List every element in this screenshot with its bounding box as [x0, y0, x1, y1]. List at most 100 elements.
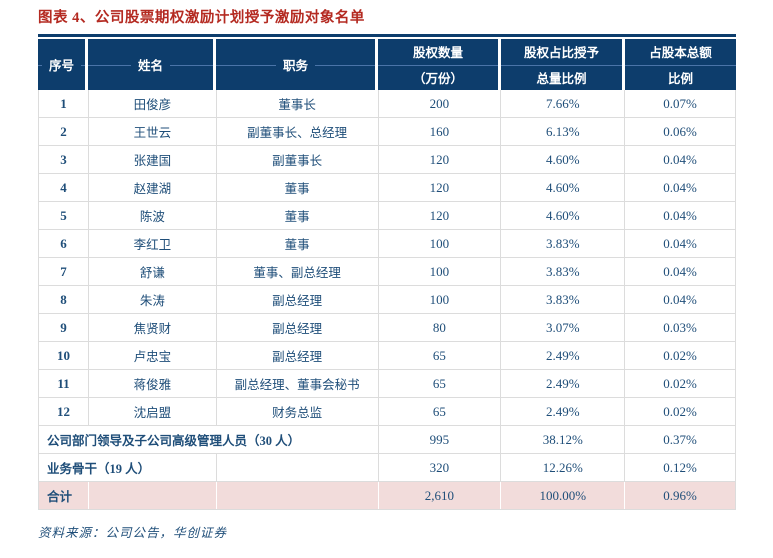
- name-cell: 李红卫: [89, 230, 217, 257]
- position-cell: 副总经理: [217, 314, 379, 341]
- capital-ratio-cell: 0.04%: [625, 230, 736, 257]
- table-row: 5 陈波 董事 120 4.60% 0.04%: [39, 202, 736, 230]
- capital-ratio-cell: 0.03%: [625, 314, 736, 341]
- index-cell: 11: [39, 370, 89, 397]
- header-capital-ratio-cell: 占股本总额 比例: [625, 39, 736, 90]
- capital-ratio-cell: 0.02%: [625, 342, 736, 369]
- grant-ratio-cell: 3.83%: [501, 230, 626, 257]
- header-quantity-cell: 股权数量 （万份）: [378, 39, 501, 90]
- table-row: 6 李红卫 董事 100 3.83% 0.04%: [39, 230, 736, 258]
- quantity-cell: 65: [379, 370, 502, 397]
- grant-ratio-cell: 2.49%: [501, 342, 626, 369]
- quantity-cell: 100: [379, 286, 502, 313]
- group-row: 公司部门领导及子公司高级管理人员（30 人） 995 38.12% 0.37%: [39, 426, 737, 454]
- position-cell: 副董事长、总经理: [217, 118, 379, 145]
- capital-ratio-cell: 0.12%: [625, 454, 737, 481]
- index-cell: 2: [39, 118, 89, 145]
- capital-ratio-cell: 0.07%: [625, 90, 736, 117]
- table-header-row: 序号 姓名 职务 股权数量 （万份） 股权占比授予 总量比例 占股本总额 比例: [38, 39, 736, 90]
- name-cell: 舒谦: [89, 258, 217, 285]
- grant-ratio-cell: 6.13%: [501, 118, 626, 145]
- capital-ratio-cell: 0.02%: [625, 370, 736, 397]
- position-cell: 财务总监: [217, 398, 379, 425]
- header-name-cell: 姓名: [88, 39, 216, 90]
- table-row: 7 舒谦 董事、副总经理 100 3.83% 0.04%: [39, 258, 736, 286]
- header-grant-ratio-cell: 股权占比授予 总量比例: [501, 39, 625, 90]
- index-cell: 5: [39, 202, 89, 229]
- source-note: 资料来源：公司公告，华创证券: [38, 526, 228, 540]
- position-cell: 董事: [217, 174, 379, 201]
- figure-title: 图表 4、公司股票期权激励计划授予激励对象名单: [38, 10, 365, 26]
- position-cell: 副董事长: [217, 146, 379, 173]
- table-row: 3 张建国 副董事长 120 4.60% 0.04%: [39, 146, 736, 174]
- capital-ratio-cell: 0.04%: [625, 202, 736, 229]
- header-label: 姓名: [130, 54, 170, 75]
- table-row: 9 焦贤财 副总经理 80 3.07% 0.03%: [39, 314, 736, 342]
- index-cell: 6: [39, 230, 89, 257]
- total-label-cell: 合计: [39, 482, 89, 509]
- header-position-cell: 职务: [216, 39, 378, 90]
- position-cell: 副总经理: [217, 286, 379, 313]
- capital-ratio-cell: 0.37%: [625, 426, 737, 453]
- name-cell: 卢忠宝: [89, 342, 217, 369]
- group-label-cell: 业务骨干（19 人）: [39, 454, 217, 481]
- index-cell: 7: [39, 258, 89, 285]
- grant-ratio-cell: 100.00%: [501, 482, 626, 509]
- header-label-line1: 股权占比授予: [523, 46, 599, 61]
- capital-ratio-cell: 0.02%: [625, 398, 736, 425]
- name-cell: 焦贤财: [89, 314, 217, 341]
- name-cell: 陈波: [89, 202, 217, 229]
- header-label: 序号: [41, 54, 81, 75]
- header-label-line2: 比例: [667, 71, 693, 86]
- index-cell: 9: [39, 314, 89, 341]
- name-cell: 朱涛: [89, 286, 217, 313]
- grant-ratio-cell: 2.49%: [501, 370, 626, 397]
- position-cell: 董事、副总经理: [217, 258, 379, 285]
- header-label-line2: 总量比例: [536, 71, 587, 86]
- quantity-cell: 120: [379, 146, 502, 173]
- group-row: 业务骨干（19 人） 320 12.26% 0.12%: [39, 454, 737, 482]
- capital-ratio-cell: 0.04%: [625, 258, 736, 285]
- quantity-cell: 80: [379, 314, 502, 341]
- quantity-cell: 320: [379, 454, 502, 481]
- position-cell: 董事: [217, 202, 379, 229]
- quantity-cell: 120: [379, 174, 502, 201]
- quantity-cell: 100: [379, 230, 502, 257]
- grant-ratio-cell: 3.83%: [501, 286, 626, 313]
- quantity-cell: 65: [379, 398, 502, 425]
- capital-ratio-cell: 0.04%: [625, 174, 736, 201]
- table-row: 1 田俊彦 董事长 200 7.66% 0.07%: [39, 90, 736, 118]
- quantity-cell: 995: [379, 426, 502, 453]
- header-label-line1: 股权数量: [412, 46, 463, 61]
- name-cell: 沈启盟: [89, 398, 217, 425]
- table-body: 1 田俊彦 董事长 200 7.66% 0.07% 2 王世云 副董事长、总经理 160 6.13%…: [38, 90, 737, 510]
- position-cell: 董事: [217, 230, 379, 257]
- table-row: 2 王世云 副董事长、总经理 160 6.13% 0.06%: [39, 118, 736, 146]
- name-cell: 赵建湖: [89, 174, 217, 201]
- index-cell: 12: [39, 398, 89, 425]
- incentive-table: 序号 姓名 职务 股权数量 （万份） 股权占比授予 总量比例 占股本总额 比例 1 田俊彦 董事长 2…: [38, 34, 737, 510]
- grant-ratio-cell: 12.26%: [501, 454, 626, 481]
- total-row: 合计 2,610 100.00% 0.96%: [39, 482, 736, 510]
- table-row: 8 朱涛 副总经理 100 3.83% 0.04%: [39, 286, 736, 314]
- table-row: 10 卢忠宝 副总经理 65 2.49% 0.02%: [39, 342, 736, 370]
- capital-ratio-cell: 0.06%: [625, 118, 736, 145]
- quantity-cell: 100: [379, 258, 502, 285]
- grant-ratio-cell: 2.49%: [501, 398, 626, 425]
- position-cell: 董事长: [217, 90, 379, 117]
- name-cell: [89, 482, 217, 509]
- position-cell: 副总经理、董事会秘书: [217, 370, 379, 397]
- position-cell: [217, 454, 379, 481]
- table-row: 12 沈启盟 财务总监 65 2.49% 0.02%: [39, 398, 736, 426]
- position-cell: 副总经理: [217, 342, 379, 369]
- grant-ratio-cell: 7.66%: [501, 90, 626, 117]
- name-cell: 蒋俊雅: [89, 370, 217, 397]
- name-cell: 张建国: [89, 146, 217, 173]
- table-row: 4 赵建湖 董事 120 4.60% 0.04%: [39, 174, 736, 202]
- name-cell: 田俊彦: [89, 90, 217, 117]
- grant-ratio-cell: 4.60%: [501, 146, 626, 173]
- quantity-cell: 200: [379, 90, 502, 117]
- header-label-line2: （万份）: [412, 71, 463, 86]
- grant-ratio-cell: 3.83%: [501, 258, 626, 285]
